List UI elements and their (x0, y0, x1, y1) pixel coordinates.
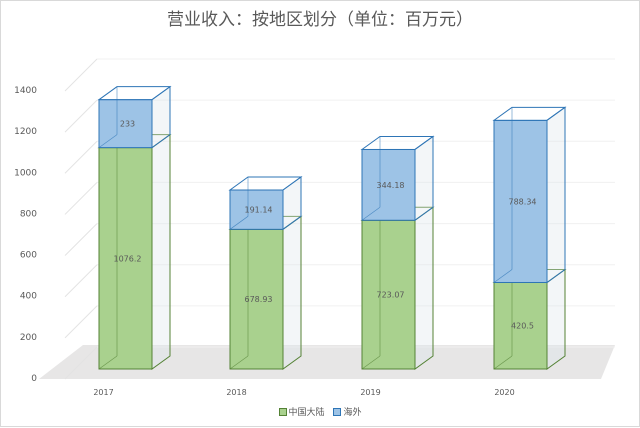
bar-mainland-2018-side (282, 215, 302, 370)
y-tick-label: 1400 (14, 86, 37, 96)
gridline (64, 305, 98, 339)
bar-overseas-2019-front (361, 148, 416, 221)
y-tick-label: 400 (20, 292, 37, 302)
gridline (64, 223, 98, 256)
legend: 中国大陆 海外 (1, 405, 639, 419)
data-label: 420.5 (511, 322, 534, 331)
y-tick-label: 800 (20, 209, 37, 219)
data-label: 1076.2 (114, 254, 142, 263)
gridline (64, 99, 98, 133)
bar-overseas-2017-depth-edge (98, 134, 118, 148)
bar-mainland-2019-side (414, 206, 434, 370)
bar-overseas-2019-depth-edge (361, 206, 381, 221)
data-label: 191.14 (245, 206, 273, 215)
bar-overseas-2019-side (414, 135, 434, 222)
bar-overseas-2020-depth-edge (493, 269, 513, 283)
gridline (64, 264, 98, 298)
bar-mainland-2020-depth-edge (493, 355, 513, 370)
x-tick-label: 2018 (226, 388, 246, 397)
gridline (64, 346, 98, 380)
y-tick-label: 200 (20, 333, 37, 343)
chart-title: 营业收入：按地区划分（单位：百万元） (167, 10, 473, 30)
y-tick-label: 1200 (14, 127, 37, 137)
x-tick-label: 2019 (360, 388, 380, 397)
chart-floor (39, 345, 615, 379)
bar-overseas-2018-depth-edge (229, 216, 249, 230)
legend-label-mainland: 中国大陆 (288, 408, 325, 418)
legend-label-overseas: 海外 (343, 408, 362, 418)
data-label: 678.93 (245, 295, 273, 304)
bar-mainland-2019-front (361, 219, 416, 370)
legend-item-mainland[interactable]: 中国大陆 (278, 405, 325, 418)
bar-mainland-2018-depth-edge (229, 355, 249, 370)
bar-overseas-2017-side (151, 85, 171, 149)
bar-mainland-2017-side (151, 133, 171, 370)
x-tick-label: 2017 (93, 388, 113, 397)
legend-swatch-mainland (278, 407, 287, 416)
x-tick-label: 2020 (494, 388, 514, 397)
y-tick-label: 1000 (14, 168, 37, 178)
bar-overseas-2018-side (282, 176, 302, 231)
bar-mainland-2020-side (546, 268, 566, 370)
data-label: 723.07 (377, 291, 405, 300)
y-tick-label: 0 (31, 374, 37, 384)
gridline (64, 58, 98, 92)
gridline (64, 182, 98, 215)
bar-mainland-2019-depth-edge (361, 355, 381, 370)
bar-mainland-2017-front (98, 147, 153, 370)
y-tick-label: 600 (20, 251, 37, 261)
bar-mainland-2017-depth-edge (98, 355, 118, 370)
data-label: 788.34 (509, 197, 537, 206)
legend-swatch-overseas (333, 407, 342, 416)
gridline (64, 140, 98, 174)
data-label: 344.18 (377, 181, 405, 190)
legend-item-overseas[interactable]: 海外 (333, 405, 361, 418)
bar-overseas-2020-side (546, 106, 566, 284)
data-label: 233 (120, 120, 135, 129)
bar-mainland-2020-front (493, 281, 548, 370)
